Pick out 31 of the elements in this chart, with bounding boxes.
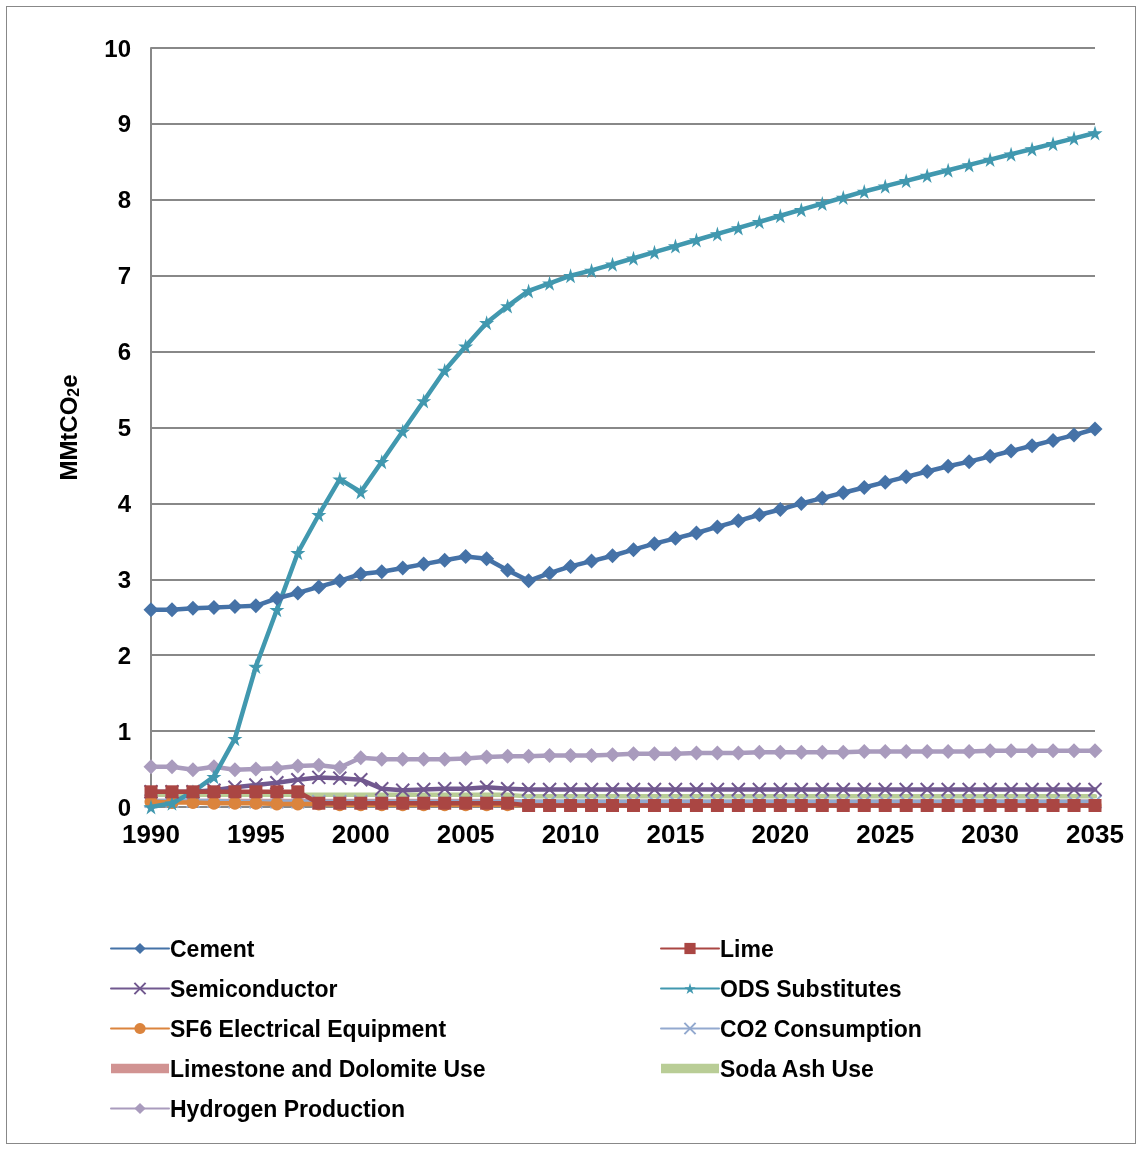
y-tick-label: 7 bbox=[117, 262, 131, 290]
y-tick-label: 10 bbox=[104, 34, 131, 62]
x-tick-label: 2030 bbox=[961, 819, 1020, 849]
y-tick-label: 5 bbox=[117, 414, 131, 441]
y-tick-label: 4 bbox=[117, 489, 132, 517]
x-tick-label: 1990 bbox=[122, 819, 180, 849]
legend-label: Soda Ash Use bbox=[720, 1055, 874, 1082]
legend-label: Cement bbox=[170, 935, 255, 962]
legend-label: Semiconductor bbox=[170, 975, 338, 1002]
y-tick-label: 9 bbox=[117, 110, 131, 138]
legend-label: Hydrogen Production bbox=[170, 1095, 406, 1122]
legend-label: Limestone and Dolomite Use bbox=[170, 1055, 486, 1082]
x-tick-label: 2010 bbox=[541, 819, 600, 849]
legend-label: CO2 Consumption bbox=[720, 1015, 922, 1042]
x-tick-label: 2020 bbox=[751, 819, 810, 849]
y-tick-label: 2 bbox=[117, 641, 131, 669]
y-tick-label: 8 bbox=[117, 186, 131, 214]
x-tick-label: 2005 bbox=[436, 819, 495, 849]
x-tick-label: 1995 bbox=[226, 819, 285, 849]
y-tick-label: 0 bbox=[117, 793, 131, 821]
legend-label: SF6 Electrical Equipment bbox=[170, 1015, 447, 1042]
y-tick-label: 6 bbox=[117, 338, 131, 366]
x-tick-label: 2000 bbox=[331, 819, 390, 849]
x-tick-label: 2035 bbox=[1066, 819, 1124, 849]
x-tick-label: 2025 bbox=[856, 819, 915, 849]
y-axis-title: MMtCO2e bbox=[54, 374, 82, 481]
legend-label: Lime bbox=[720, 935, 774, 962]
legend-label: ODS Substitutes bbox=[720, 975, 902, 1002]
y-tick-label: 1 bbox=[117, 717, 131, 745]
x-tick-label: 2015 bbox=[646, 819, 705, 849]
y-tick-label: 3 bbox=[117, 565, 131, 593]
